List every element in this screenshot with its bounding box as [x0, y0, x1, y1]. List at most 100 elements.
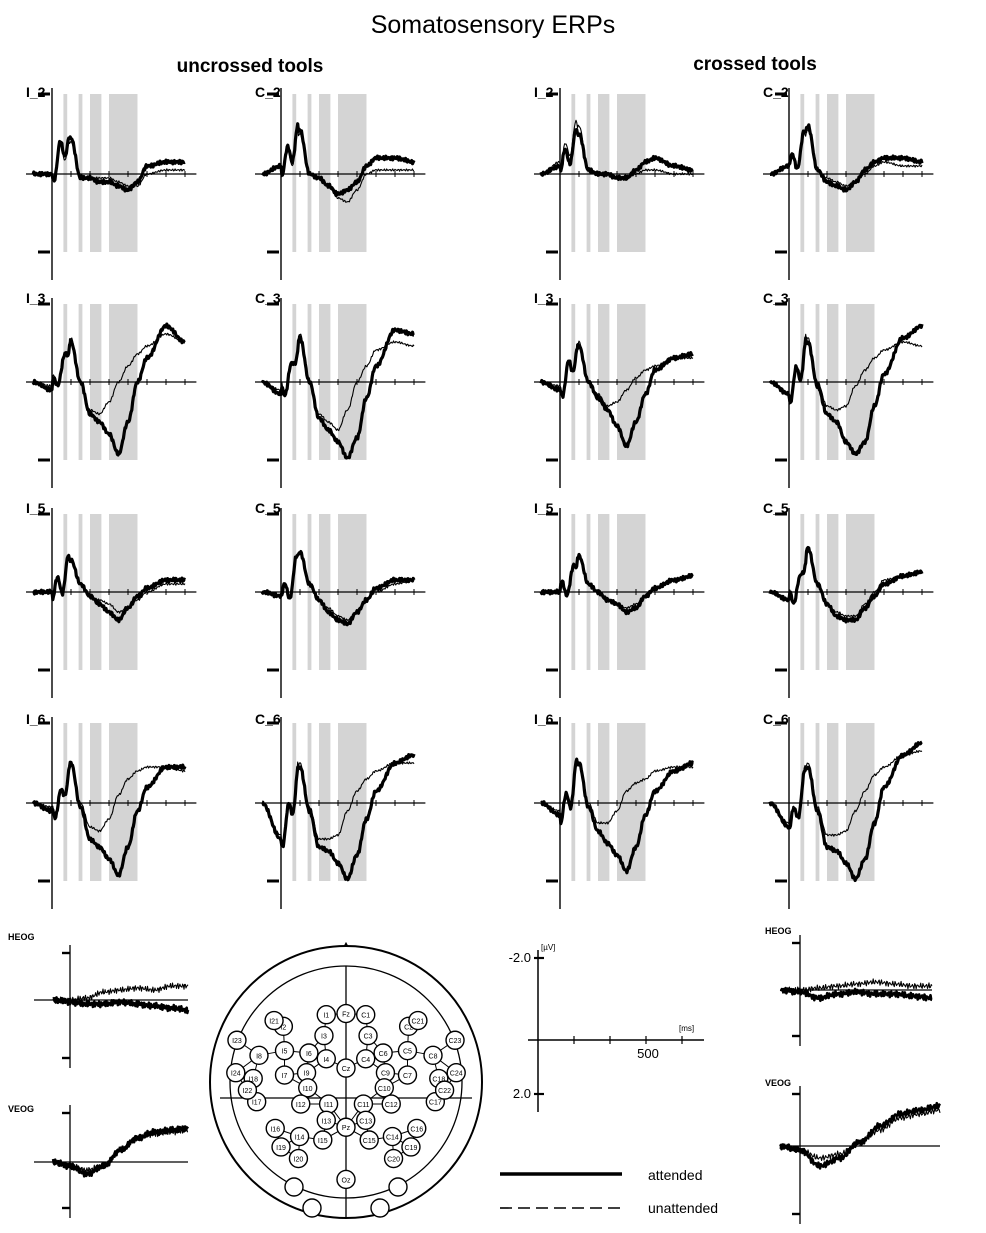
electrode-c5	[397, 1040, 418, 1061]
electrode-label-c15: C15	[363, 1138, 376, 1145]
electrode-head-map: Fz C1 C2 C3 C4 C5 C6 C7 C8 C9 C10 C11 C12 C13 C14 C15 C1…	[209, 941, 483, 1219]
erp-panel-uncrossed-tools-i-3: I_3	[26, 290, 197, 488]
uncrossed-tools-c-2-label: C_2	[255, 84, 281, 100]
uncrossed-tools-i-5-attended-trace	[32, 553, 187, 624]
erp-panel-uncrossed-tools-c-3: C_3	[255, 290, 426, 488]
eog-uncrossed-tools-veog-attended-trace	[51, 1125, 190, 1178]
electrode-label-i5: I5	[282, 1049, 288, 1056]
electrode-label-i16: I16	[270, 1126, 280, 1133]
crossed-tools-c-6-shaded-window-2	[815, 723, 820, 881]
electrode-label-c20: C20	[387, 1157, 400, 1164]
electrode-label-i22: I22	[243, 1088, 253, 1095]
scale-neg-label: -2.0	[509, 950, 531, 965]
electrode-c19	[401, 1137, 421, 1157]
crossed-tools-i-6-shaded-window-2	[586, 723, 591, 881]
electrode-label-c2: C2	[404, 1024, 413, 1031]
uncrossed-tools-i-2-shaded-window-1	[63, 94, 68, 252]
crossed-tools-c-5-attended-trace	[768, 545, 924, 624]
electrode-label-i10: I10	[303, 1086, 313, 1093]
crossed-tools-i-6-attended-trace	[540, 757, 694, 875]
electrode-pz	[336, 1117, 356, 1137]
electrode-label-c8: C8	[429, 1053, 438, 1060]
legend: attended unattended	[500, 1167, 718, 1216]
electrode-label-i11: I11	[324, 1102, 333, 1109]
crossed-tools-c-2-shaded-window-1	[800, 94, 805, 252]
scale-y-unit: [µV]	[541, 943, 555, 952]
group-label-crossed: crossed tools	[693, 54, 817, 75]
eog-panels: HEOG VEOG HEOG VEOG	[8, 926, 942, 1224]
electrode-label-c14: C14	[386, 1135, 399, 1142]
scale-x-unit: [ms]	[679, 1024, 694, 1033]
eog-crossed-tools-veog-label: VEOG	[765, 1078, 791, 1088]
electrode-label-i19: I19	[276, 1145, 286, 1152]
crossed-tools-i-2-shaded-window-2	[586, 94, 591, 252]
uncrossed-tools-c-5-attended-trace	[260, 550, 416, 627]
eog-uncrossed-tools-heog-label: HEOG	[8, 932, 35, 942]
electrode-i24	[226, 1063, 246, 1083]
erp-panel-crossed-tools-i-2: I_2	[534, 84, 705, 280]
electrode-label-c19: C19	[405, 1145, 418, 1152]
uncrossed-tools-i-6-label: I_6	[26, 711, 46, 727]
electrode-label-i7: I7	[282, 1073, 288, 1080]
electrode-label-i2: I2	[280, 1024, 286, 1031]
electrode-label-i13: I13	[321, 1118, 331, 1125]
erp-panel-crossed-tools-c-5: C_5	[763, 500, 934, 698]
eog-crossed-tools-heog-panel: HEOG	[765, 926, 933, 1046]
crossed-tools-c-3-label: C_3	[763, 290, 789, 306]
electrode-label-c3: C3	[364, 1034, 373, 1041]
voltage-time-scale-bar: -2.0 2.0 [µV] [ms] 500	[509, 943, 704, 1112]
electrode-i16	[265, 1118, 285, 1139]
electrode-label-c21: C21	[411, 1019, 424, 1026]
erp-panel-uncrossed-tools-i-6: I_6	[26, 711, 197, 909]
crossed-tools-i-5-attended-trace	[539, 552, 694, 616]
electrode-i23	[227, 1030, 247, 1050]
electrode-i3	[314, 1025, 334, 1046]
electrode-label-oz: Oz	[342, 1177, 351, 1184]
crossed-tools-i-6-label: I_6	[534, 711, 554, 727]
uncrossed-tools-i-3-attended-trace	[31, 322, 186, 457]
scale-pos-label: 2.0	[513, 1086, 531, 1101]
eog-crossed-tools-veog-attended-trace	[779, 1101, 942, 1170]
electrode-c16	[407, 1118, 427, 1139]
electrode-label-c10: C10	[378, 1086, 391, 1093]
electrode-i6	[299, 1043, 319, 1063]
electrode-label-c11: C11	[357, 1102, 369, 1109]
eog-uncrossed-tools-veog-panel: VEOG	[8, 1104, 190, 1218]
electrode-label-i6: I6	[306, 1051, 312, 1058]
electrode-label-i14: I14	[295, 1135, 305, 1142]
electrode-i4	[316, 1049, 336, 1069]
electrode-i15	[313, 1130, 333, 1150]
electrode-label-c9: C9	[381, 1071, 390, 1078]
electrode-c10	[374, 1078, 394, 1098]
erp-panel-uncrossed-tools-c-2: C_2	[255, 84, 426, 280]
erp-panel-uncrossed-tools-i-2: I_2	[26, 84, 197, 280]
crossed-tools-i-2-label: I_2	[534, 84, 554, 100]
uncrossed-tools-c-6-attended-trace	[261, 753, 416, 882]
figure-title: Somatosensory ERPs	[371, 11, 616, 39]
electrode-i13	[316, 1110, 336, 1130]
erp-panel-uncrossed-tools-c-6: C_6	[255, 711, 426, 909]
uncrossed-tools-c-2-shaded-window-1	[292, 94, 297, 252]
crossed-tools-c-6-attended-trace	[768, 740, 923, 883]
electrode-label-pz: Pz	[342, 1125, 351, 1132]
electrode-label-i18: I18	[248, 1077, 258, 1084]
electrode-c23	[445, 1030, 465, 1050]
eog-uncrossed-tools-heog-unattended-trace	[52, 982, 189, 1004]
electrode-label-c17: C17	[429, 1100, 442, 1107]
erp-panel-crossed-tools-i-5: I_5	[534, 500, 705, 698]
erp-panel-crossed-tools-c-2: C_2	[763, 84, 934, 280]
eog-crossed-tools-heog-label: HEOG	[765, 926, 792, 936]
electrode-label-c18: C18	[432, 1077, 445, 1084]
electrode-unlabeled-2	[370, 1198, 390, 1218]
uncrossed-tools-c-6-label: C_6	[255, 711, 281, 727]
electrode-label-c22: C22	[438, 1088, 451, 1095]
crossed-tools-c-6-label: C_6	[763, 711, 789, 727]
electrode-label-i20: I20	[294, 1157, 304, 1164]
legend-attended-label: attended	[648, 1167, 703, 1183]
crossed-tools-i-3-attended-trace	[539, 342, 694, 449]
electrode-c22	[434, 1080, 455, 1100]
crossed-tools-i-2-attended-trace	[539, 127, 694, 181]
electrode-c12	[381, 1094, 401, 1114]
electrode-label-i12: I12	[296, 1102, 306, 1109]
